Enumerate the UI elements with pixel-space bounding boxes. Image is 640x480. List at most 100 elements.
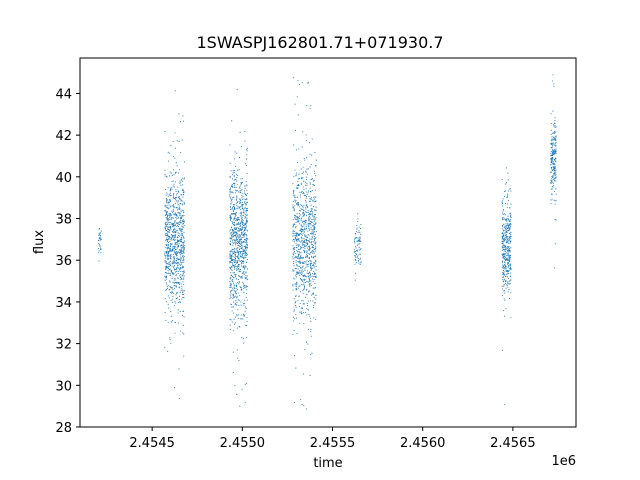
data-point [313, 223, 315, 225]
data-point [503, 255, 505, 257]
data-point [502, 212, 504, 214]
data-point [99, 247, 101, 249]
data-point [232, 297, 234, 300]
data-point [165, 289, 167, 291]
data-point [180, 152, 182, 154]
data-point [304, 184, 307, 186]
data-point [236, 195, 238, 197]
data-point [232, 182, 234, 185]
data-point [236, 297, 238, 299]
data-point [358, 260, 360, 262]
data-point [179, 266, 181, 268]
data-point [298, 258, 301, 260]
data-point [314, 282, 316, 285]
data-point [177, 301, 179, 303]
data-point [233, 183, 235, 185]
data-point [240, 183, 242, 185]
data-point [233, 290, 235, 292]
data-point [310, 329, 312, 331]
data-point [305, 312, 307, 314]
data-point [236, 219, 239, 222]
data-point [166, 223, 168, 225]
data-point [311, 233, 313, 235]
data-point [244, 140, 246, 142]
data-point [164, 255, 167, 257]
data-point [555, 126, 557, 128]
data-point [233, 221, 235, 223]
data-point [179, 249, 181, 251]
data-point [178, 113, 180, 115]
data-point [552, 166, 554, 168]
data-point [302, 205, 304, 207]
data-point [229, 291, 232, 293]
data-point [509, 283, 511, 285]
data-point [303, 230, 305, 232]
data-point [296, 162, 298, 164]
data-point [182, 324, 184, 326]
data-point [505, 219, 507, 221]
data-point [181, 278, 183, 280]
data-point [182, 196, 184, 198]
data-point [232, 265, 234, 267]
data-point [507, 281, 509, 283]
data-point [311, 238, 313, 240]
data-point [237, 279, 239, 281]
data-point [244, 229, 246, 231]
data-point [293, 329, 295, 331]
data-point [240, 314, 242, 316]
data-point [242, 242, 244, 244]
data-point [293, 270, 295, 272]
data-point [355, 255, 357, 257]
data-point [246, 154, 248, 156]
data-point [298, 213, 300, 215]
data-point [166, 216, 168, 218]
data-point [242, 233, 244, 235]
data-point [177, 277, 179, 279]
data-point [301, 208, 303, 210]
data-point [293, 225, 295, 227]
data-point [241, 192, 243, 194]
data-point [552, 163, 554, 165]
data-point [245, 234, 247, 236]
data-point [240, 213, 243, 215]
data-point [172, 205, 174, 207]
data-point [177, 225, 180, 228]
data-point [178, 169, 181, 171]
data-point [238, 169, 240, 171]
data-point [235, 276, 237, 278]
y-tick-label: 40 [55, 171, 72, 186]
data-point [232, 278, 234, 280]
data-point [310, 260, 312, 262]
data-point [234, 285, 236, 287]
data-point [234, 204, 236, 206]
data-point [170, 270, 172, 272]
data-point [178, 221, 181, 223]
data-point [311, 267, 313, 269]
data-point [230, 233, 232, 235]
data-point [170, 310, 172, 313]
data-point [301, 307, 303, 310]
data-point [182, 266, 184, 268]
data-point [507, 248, 509, 250]
data-point [176, 225, 178, 227]
data-point [244, 202, 246, 204]
data-point [231, 261, 233, 264]
data-point [99, 235, 101, 237]
data-point [240, 276, 242, 278]
data-point [235, 178, 237, 180]
data-point [503, 271, 505, 273]
data-point [231, 232, 233, 234]
data-point [292, 218, 294, 220]
data-point [309, 217, 311, 219]
data-point [165, 199, 168, 201]
data-point [315, 269, 317, 271]
data-point [179, 213, 181, 215]
data-point [315, 206, 317, 208]
data-point [502, 203, 504, 205]
data-point [301, 311, 303, 313]
data-point [231, 286, 233, 288]
data-point [508, 298, 511, 300]
data-point [295, 273, 297, 275]
data-point [298, 250, 300, 252]
data-point [169, 223, 171, 225]
